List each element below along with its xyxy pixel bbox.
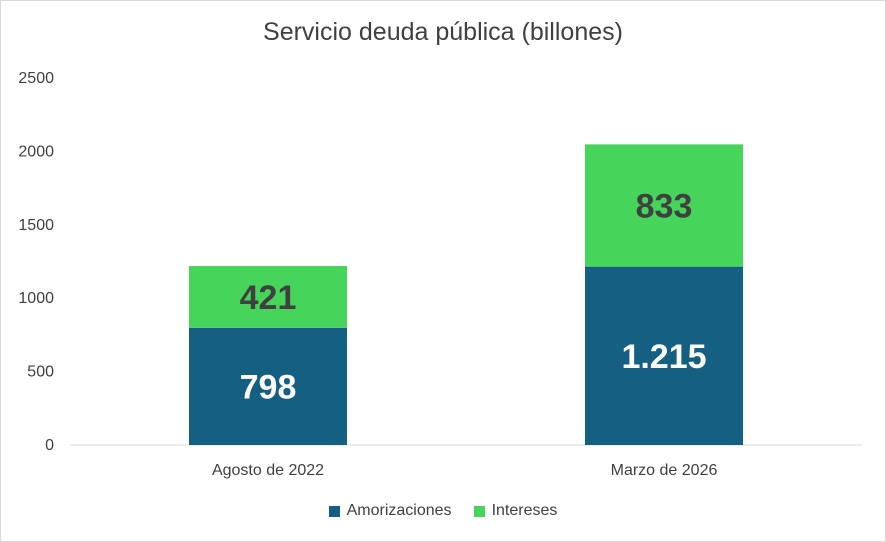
legend-swatch-intereses <box>473 505 485 517</box>
bar-segment-intereses <box>189 266 347 328</box>
y-tick-label: 1000 <box>18 290 54 307</box>
bar-segment-intereses <box>585 144 743 267</box>
chart-legend: Amorizaciones Intereses <box>0 502 886 520</box>
legend-label-amorizaciones: Amorizaciones <box>346 502 452 519</box>
data-label: 1.215 <box>621 338 706 376</box>
legend-label-intereses: Intereses <box>491 502 558 519</box>
x-category-label: Marzo de 2026 <box>611 462 718 479</box>
data-label: 421 <box>240 279 297 317</box>
bar-segment-amorizaciones <box>189 327 347 445</box>
bar-segment-amorizaciones <box>585 266 743 445</box>
legend-item-intereses: Intereses <box>473 502 558 520</box>
legend-item-amorizaciones: Amorizaciones <box>328 502 452 520</box>
y-tick-label: 0 <box>45 437 54 454</box>
data-label: 798 <box>240 368 297 406</box>
chart-title: Servicio deuda pública (billones) <box>263 18 623 46</box>
legend-swatch-amorizaciones <box>328 505 340 517</box>
data-label: 833 <box>636 187 693 225</box>
y-tick-label: 2000 <box>18 143 54 160</box>
x-category-label: Agosto de 2022 <box>212 462 324 479</box>
y-tick-label: 500 <box>27 364 54 381</box>
y-tick-label: 2500 <box>18 70 54 87</box>
y-tick-label: 1500 <box>18 217 54 234</box>
